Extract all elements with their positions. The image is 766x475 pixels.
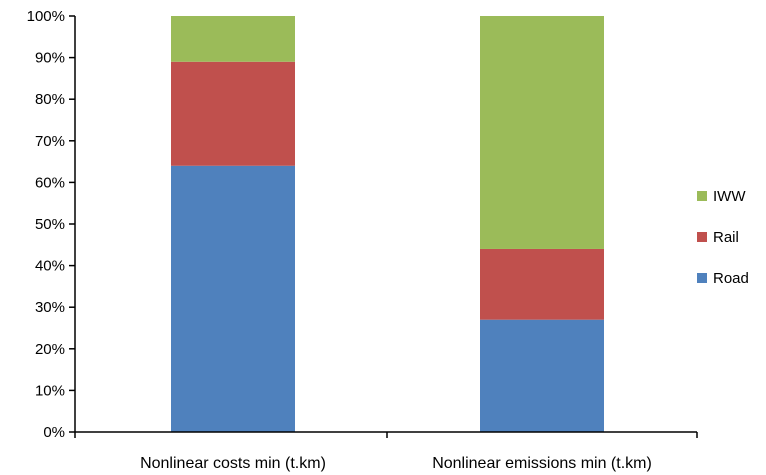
y-tick-label: 10% bbox=[35, 382, 65, 399]
x-category-label: Nonlinear emissions min (t.km) bbox=[432, 455, 652, 472]
y-tick-label: 80% bbox=[35, 91, 65, 108]
y-tick-label: 20% bbox=[35, 341, 65, 358]
y-tick-label: 50% bbox=[35, 216, 65, 233]
legend-swatch-rail bbox=[697, 232, 707, 242]
y-tick-label: 30% bbox=[35, 299, 65, 316]
y-tick-label: 60% bbox=[35, 174, 65, 191]
legend-swatch-road bbox=[697, 273, 707, 283]
y-tick-label: 0% bbox=[43, 424, 65, 441]
y-axis-ticks: 0% 10% 20% 30% 40% 50% 60% 70% 80% 90% 100% bbox=[27, 8, 75, 441]
bar-segment-iww-1 bbox=[171, 16, 295, 62]
bar-segment-road-1 bbox=[171, 165, 295, 432]
legend-label-road: Road bbox=[713, 270, 749, 287]
bar-segment-road-2 bbox=[480, 319, 604, 432]
bar-segment-rail-1 bbox=[171, 61, 295, 166]
y-tick-label: 40% bbox=[35, 258, 65, 275]
x-axis-labels: Nonlinear costs min (t.km) Nonlinear emis… bbox=[140, 455, 652, 472]
legend-label-iww: IWW bbox=[713, 188, 746, 205]
bars-layer bbox=[171, 16, 604, 432]
bar-segment-rail-2 bbox=[480, 248, 604, 320]
legend-swatch-iww bbox=[697, 191, 707, 201]
y-tick-label: 70% bbox=[35, 133, 65, 150]
bar-segment-iww-2 bbox=[480, 16, 604, 249]
legend: IWW Rail Road bbox=[697, 188, 749, 287]
y-tick-label: 90% bbox=[35, 50, 65, 67]
legend-label-rail: Rail bbox=[713, 229, 739, 246]
x-category-label: Nonlinear costs min (t.km) bbox=[140, 455, 326, 472]
y-tick-label: 100% bbox=[27, 8, 65, 25]
